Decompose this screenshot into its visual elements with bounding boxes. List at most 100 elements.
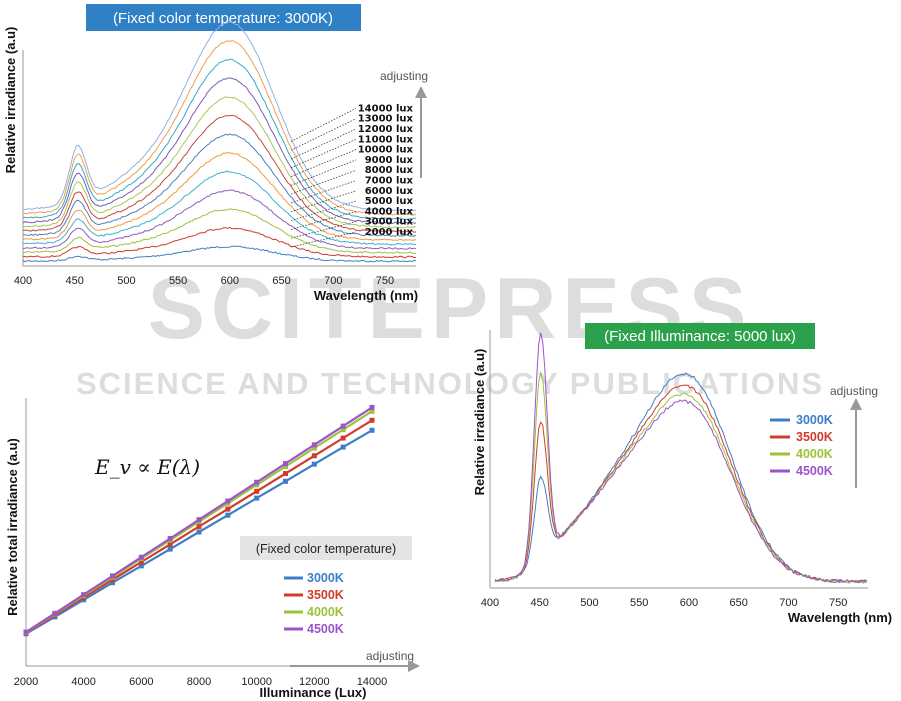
bl-x-tick-label: 12000 [299, 676, 330, 688]
top-x-tick-label: 550 [169, 275, 187, 287]
fixed-illuminance-chart: (Fixed Illuminance: 5000 lux) 400 450 500 5… [472, 323, 892, 625]
bl-x-tick-label: 2000 [14, 676, 38, 688]
up-arrow-icon [415, 86, 427, 178]
bl-data-point [138, 559, 144, 565]
bl-series-lines [23, 404, 375, 637]
bl-x-tick-label: 8000 [187, 676, 211, 688]
top-x-tick-label: 500 [117, 275, 135, 287]
bl-legend-label: 3000K [307, 571, 344, 585]
bl-data-point [254, 479, 260, 485]
bl-data-point [369, 427, 375, 433]
br-series-lines [494, 332, 868, 584]
bl-data-point [110, 577, 115, 583]
top-series-line [22, 133, 417, 237]
lux-label: 11000 lux [358, 134, 414, 145]
lux-label: 13000 lux [358, 114, 414, 125]
br-x-axis-label: Wavelength (nm) [788, 610, 892, 625]
br-x-ticks: 400 450 500 550 600 650 700 750 [481, 597, 848, 609]
br-x-tick-label: 600 [680, 597, 698, 609]
lux-label: 5000 lux [365, 196, 414, 207]
br-legend-label: 3000K [796, 413, 833, 427]
lux-label: 4000 lux [365, 206, 414, 217]
bl-data-point [225, 512, 231, 518]
bl-x-tick-label: 4000 [71, 676, 95, 688]
br-adjusting-label: adjusting [830, 384, 878, 398]
top-series-lines [22, 21, 417, 263]
lux-label: 2000 lux [365, 227, 414, 238]
bl-x-tick-label: 6000 [129, 676, 153, 688]
bl-legend: 3000K 3500K 4000K 4500K [284, 571, 344, 636]
bl-data-point [225, 498, 231, 504]
watermark: SCITEPRESS SCIENCE AND TECHNOLOGY PUBLIC… [76, 261, 824, 401]
br-x-tick-label: 650 [730, 597, 748, 609]
bl-data-point [283, 461, 288, 467]
top-adjusting-label: adjusting [380, 69, 428, 83]
lux-leader-line [290, 231, 357, 248]
br-x-tick-label: 450 [531, 597, 549, 609]
br-x-tick-label: 400 [481, 597, 499, 609]
bl-adjusting-label: adjusting [366, 649, 414, 663]
bl-data-point [138, 554, 144, 560]
bl-y-axis-label: Relative total irradiance (a.u) [5, 438, 20, 616]
br-x-tick-label: 500 [580, 597, 598, 609]
top-series-line [22, 58, 417, 220]
lux-label: 3000 lux [365, 217, 414, 228]
top-series-line [22, 170, 417, 246]
br-series-line [494, 372, 868, 584]
top-x-tick-label: 600 [221, 275, 239, 287]
bl-data-point [52, 610, 58, 616]
lux-leader-line [290, 200, 357, 221]
top-x-tick-label: 750 [376, 275, 394, 287]
top-series-line [22, 96, 417, 229]
lux-leader-line [290, 169, 357, 195]
watermark-line2: SCIENCE AND TECHNOLOGY PUBLICATIONS [76, 366, 824, 401]
bl-data-point [369, 408, 375, 414]
bl-data-point [110, 573, 115, 579]
bl-data-point [340, 444, 346, 450]
bl-data-point [167, 541, 173, 547]
lux-label: 14000 lux [358, 103, 414, 114]
lux-leader-line [290, 159, 357, 186]
top-series-line [22, 189, 417, 250]
top-spectrum-chart: (Fixed color temperature: 3000K) 400 450 5… [3, 4, 428, 303]
br-legend: 3000K 3500K 4000K 4500K [770, 413, 833, 478]
top-x-tick-label: 700 [324, 275, 342, 287]
br-series-line [494, 332, 868, 584]
bl-data-point [196, 529, 202, 535]
lux-label: 8000 lux [365, 165, 414, 176]
bl-data-point [311, 453, 317, 459]
bl-legend-label: 4000K [307, 605, 344, 619]
lux-leader-line [290, 149, 357, 177]
bl-x-axis-label: Illuminance (Lux) [260, 685, 367, 700]
lux-leader-line [290, 211, 357, 230]
br-x-tick-label: 700 [779, 597, 797, 609]
bl-data-point [311, 445, 317, 451]
bl-data-point [283, 463, 288, 469]
br-x-tick-label: 750 [829, 597, 847, 609]
bl-data-point [340, 435, 346, 441]
total-irradiance-chart: 2000 4000 6000 8000 10000 12000 14000 Illumina… [5, 398, 420, 700]
br-legend-label: 4000K [796, 447, 833, 461]
lux-label: 12000 lux [358, 124, 414, 135]
top-series-line [22, 208, 417, 254]
bl-box-label: (Fixed color temperature) [256, 542, 396, 556]
top-series-line [22, 114, 417, 233]
top-y-axis-label: Relative irradiance (a.u) [3, 27, 18, 174]
bl-box-label-bg [240, 536, 412, 560]
bl-x-tick-label: 10000 [241, 676, 272, 688]
top-series-line [22, 77, 417, 225]
lux-leader-line [290, 128, 357, 160]
top-x-ticks: 400 450 500 550 600 650 700 750 [14, 275, 394, 287]
lux-label: 7000 lux [365, 176, 414, 187]
bl-data-point [138, 563, 144, 569]
top-chart-title: (Fixed color temperature: 3000K) [113, 10, 333, 27]
top-x-tick-label: 650 [272, 275, 290, 287]
bl-data-point [167, 546, 173, 552]
lux-leader-line [290, 221, 357, 239]
lux-leader-line [290, 180, 357, 204]
lux-leader-line [290, 138, 357, 169]
top-x-axis-label: Wavelength (nm) [314, 288, 418, 303]
bl-data-point [283, 471, 288, 477]
bl-data-point [81, 592, 87, 598]
